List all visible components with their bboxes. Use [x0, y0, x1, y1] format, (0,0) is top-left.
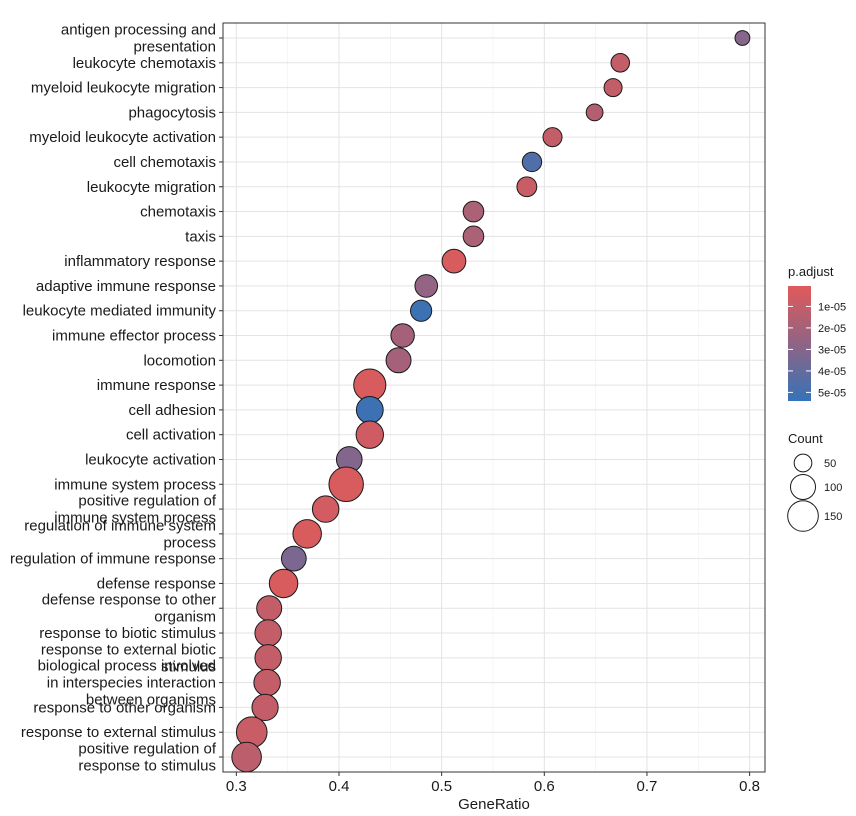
data-point	[603, 78, 623, 98]
colorbar	[788, 286, 811, 401]
x-tick-label: 0.4	[329, 778, 350, 795]
y-tick-label: response to external stimulus	[21, 724, 216, 741]
data-point	[610, 53, 631, 73]
x-axis: 0.3 0.4 0.5 0.6 0.7 0.8	[226, 772, 760, 795]
data-point	[521, 151, 543, 173]
y-tick-label: phagocytosis	[128, 104, 216, 121]
data-point	[280, 545, 307, 572]
size-legend-key	[787, 500, 819, 532]
y-tick-label: locomotion	[143, 352, 216, 369]
size-legend: Count 50 100 150	[787, 431, 842, 532]
colorbar-label: 3e-05	[818, 344, 846, 356]
size-legend-label: 150	[824, 511, 842, 523]
y-tick-label: immune response	[97, 377, 216, 394]
size-legend-title: Count	[788, 431, 823, 446]
data-point	[253, 668, 281, 697]
y-tick-label: regulation of immune response	[10, 551, 216, 568]
color-legend-title: p.adjust	[788, 264, 834, 279]
grid	[223, 23, 765, 772]
y-tick-label: myeloid leukocyte migration	[31, 80, 216, 97]
data-point	[328, 466, 364, 503]
y-tick-label: response to external biotic stimulus	[41, 641, 217, 675]
colorbar-label: 1e-05	[818, 301, 846, 313]
x-axis-title: GeneRatio	[458, 796, 530, 813]
y-tick-label: leukocyte chemotaxis	[73, 55, 216, 72]
y-tick-label: taxis	[185, 228, 216, 245]
data-point	[311, 495, 340, 523]
data-point	[414, 274, 439, 298]
y-tick-label: chemotaxis	[140, 204, 216, 221]
y-tick-label: positive regulation of response to stimul…	[78, 741, 216, 775]
y-tick-label: cell chemotaxis	[113, 154, 216, 171]
size-legend-key	[790, 474, 816, 500]
colorbar-label: 4e-05	[818, 366, 846, 378]
data-point	[251, 693, 279, 722]
colorbar-label: 5e-05	[818, 387, 846, 399]
data-point	[441, 248, 467, 274]
data-point	[462, 225, 485, 248]
x-tick-label: 0.7	[637, 778, 658, 795]
y-tick-label: biological process involved in interspeci…	[38, 658, 216, 709]
size-legend-key	[793, 453, 813, 473]
panel-background	[223, 23, 765, 772]
y-tick-label: response to other organism	[33, 699, 216, 716]
y-tick-label: cell activation	[126, 427, 216, 444]
data-point	[254, 644, 282, 672]
x-tick-label: 0.5	[431, 778, 452, 795]
y-tick-label: positive regulation of immune system proc…	[54, 493, 217, 527]
data-point	[385, 347, 412, 374]
data-point	[585, 103, 604, 122]
data-point	[292, 519, 322, 549]
x-tick-label: 0.3	[226, 778, 247, 795]
y-axis: antigen processing and presentationleukoc…	[10, 22, 223, 775]
data-point	[462, 200, 485, 223]
y-tick-label: defense response to other organism	[42, 592, 216, 626]
y-tick-label: defense response	[97, 575, 216, 592]
y-tick-label: immune system process	[54, 476, 216, 493]
y-tick-label: cell adhesion	[128, 402, 216, 419]
data-point	[268, 568, 299, 599]
y-tick-label: leukocyte migration	[87, 179, 216, 196]
data-point	[256, 595, 283, 622]
color-legend: p.adjust 1e-05 2e-05 3e-05 4e-05 5e-05	[788, 264, 846, 401]
colorbar-label: 2e-05	[818, 323, 846, 335]
data-point	[355, 420, 384, 449]
y-tick-label: immune effector process	[52, 328, 216, 345]
data-point	[410, 299, 433, 322]
size-legend-label: 100	[824, 482, 842, 494]
points-layer	[231, 30, 751, 773]
y-tick-label: antigen processing and presentation	[61, 22, 216, 56]
data-point	[516, 176, 538, 198]
size-legend-label: 50	[824, 458, 836, 470]
y-tick-label: myeloid leukocyte activation	[29, 129, 216, 146]
data-point	[734, 30, 751, 46]
panel-border	[222, 22, 766, 773]
y-tick-label: response to biotic stimulus	[39, 625, 216, 642]
y-tick-label: inflammatory response	[64, 253, 216, 270]
x-tick-label: 0.8	[739, 778, 760, 795]
y-tick-label: leukocyte activation	[85, 451, 216, 468]
y-tick-label: adaptive immune response	[36, 278, 216, 295]
data-point	[254, 619, 282, 647]
y-tick-label: leukocyte mediated immunity	[23, 303, 217, 320]
y-tick-label: regulation of immune system process	[24, 517, 216, 551]
data-point	[231, 741, 262, 773]
data-point	[355, 395, 384, 424]
x-tick-label: 0.6	[534, 778, 555, 795]
data-point	[542, 127, 563, 148]
data-point	[390, 323, 415, 348]
